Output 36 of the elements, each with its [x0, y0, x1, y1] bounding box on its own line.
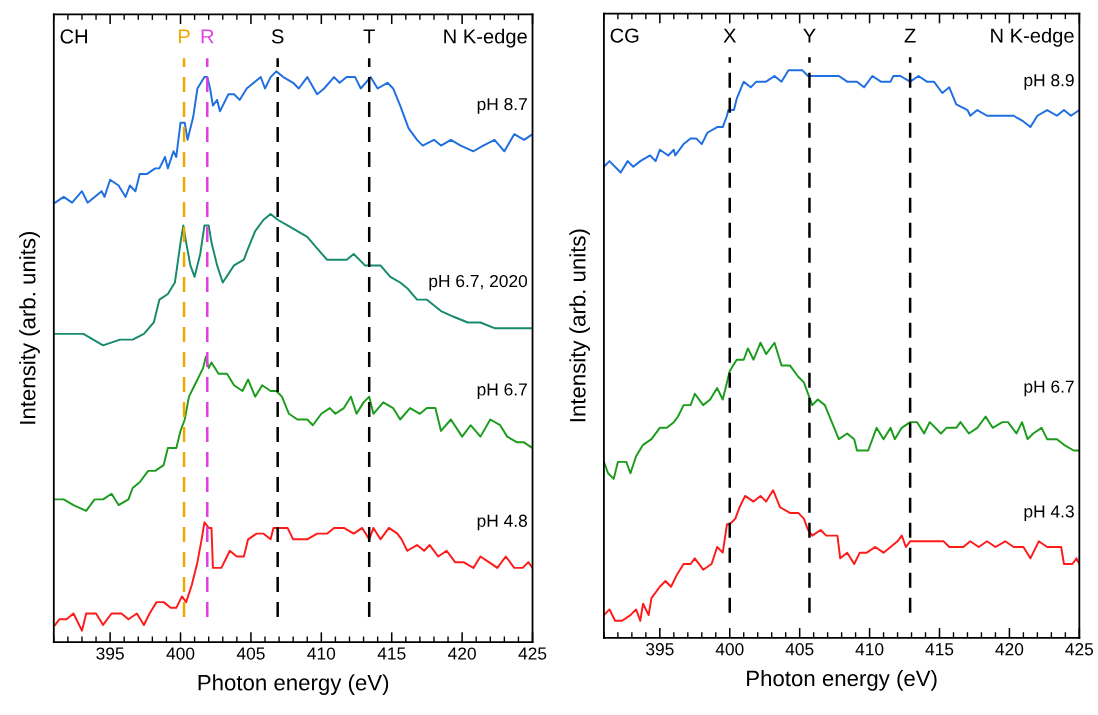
ref-line-label: Y	[803, 28, 816, 43]
y-axis-title: Intensity (arb. units)	[569, 229, 591, 422]
text: CH	[60, 29, 87, 44]
series-label: pH 8.9	[1024, 74, 1074, 90]
ref-line-label: T	[363, 29, 375, 44]
series-label: pH 4.8	[477, 514, 527, 531]
x-tick-label: 395	[96, 647, 124, 660]
ref-line-label: S	[271, 29, 284, 44]
ref-line-label: Z	[904, 28, 916, 43]
x-tick-label: 400	[715, 643, 744, 656]
ref-line-label: P	[178, 29, 190, 44]
ref-line-label: X	[723, 28, 737, 43]
series-label: pH 4.3	[1024, 505, 1074, 522]
x-tick-label: 415	[925, 643, 954, 656]
x-tick-label: 410	[307, 647, 336, 660]
text: CG	[610, 28, 639, 43]
x-tick-label: 420	[448, 647, 476, 660]
text: N K-edge	[991, 27, 1074, 47]
series-label: pH 8.7	[477, 97, 527, 114]
series-label: pH 6.7	[477, 383, 527, 400]
ref-line-label: R	[201, 29, 214, 44]
x-tick-label: 425	[1065, 643, 1094, 656]
x-tick-label: 400	[166, 647, 195, 660]
x-tick-label: 405	[236, 647, 265, 660]
y-axis-title: Intensity (arb. units)	[19, 231, 40, 424]
series-label: pH 6.7, 2020	[429, 274, 528, 291]
x-axis-title: Photon energy (eV)	[198, 674, 389, 695]
x-axis-title: Photon energy (eV)	[747, 669, 937, 691]
x-tick-label: 420	[995, 643, 1024, 656]
series-label: pH 6.7	[1024, 380, 1074, 397]
x-tick-label: 405	[785, 643, 814, 656]
x-tick-label: 410	[855, 643, 884, 656]
x-tick-label: 395	[646, 643, 674, 656]
text: N K-edge	[444, 28, 527, 48]
x-tick-label: 415	[377, 647, 406, 660]
x-tick-label: 425	[518, 647, 547, 660]
